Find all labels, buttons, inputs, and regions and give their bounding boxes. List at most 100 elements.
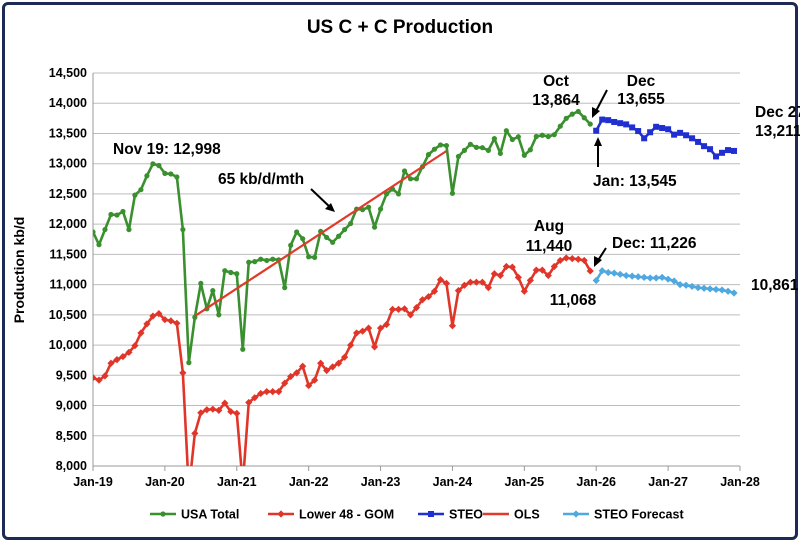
point-steo-forecast <box>616 270 624 278</box>
point-steo-forecast <box>694 284 702 292</box>
legend-marker <box>277 510 285 518</box>
series-ols <box>194 150 448 317</box>
point-usa-total <box>527 147 533 153</box>
line-lower-48-gom <box>93 256 592 466</box>
point-steo <box>671 131 678 138</box>
point-steo <box>719 149 726 156</box>
point-steo-forecast <box>604 268 612 277</box>
annotations: Nov 19: 12,998 65 kb/d/mth Oct 13,864 De… <box>113 73 800 309</box>
point-usa-total <box>150 161 156 167</box>
point-steo-forecast <box>664 275 672 283</box>
annotation-oct-value: 13,864 <box>532 92 580 109</box>
point-lower-48-gom <box>143 320 151 328</box>
point-lower-48-gom <box>370 343 379 351</box>
point-lower-48-gom <box>550 262 558 271</box>
annotation-ols: 65 kb/d/mth <box>218 171 304 188</box>
legend: USA Total Lower 48 - GOM STEO OLS STEO Forec… <box>150 508 684 522</box>
point-steo-forecast <box>634 273 642 281</box>
annotation-dec-month: Dec <box>627 73 656 90</box>
point-lower-48-gom <box>406 311 415 319</box>
point-usa-total <box>138 187 144 193</box>
chart-title: US C + C Production <box>307 17 493 38</box>
point-lower-48-gom <box>454 287 463 295</box>
annotation-aug-month: Aug <box>534 218 564 235</box>
legend-item-lower-48-gom: Lower 48 - GOM <box>268 508 394 522</box>
point-usa-total <box>407 176 414 182</box>
point-usa-total <box>240 346 246 352</box>
point-usa-total <box>258 256 264 262</box>
point-usa-total <box>324 234 330 241</box>
point-lower-48-gom <box>197 409 205 417</box>
point-usa-total <box>365 204 372 210</box>
point-lower-48-gom <box>93 374 97 382</box>
point-steo-forecast <box>688 282 696 291</box>
point-lower-48-gom <box>203 406 211 414</box>
point-steo <box>623 121 630 128</box>
point-lower-48-gom <box>490 270 498 278</box>
point-steo <box>629 124 636 131</box>
legend-marker <box>572 510 580 518</box>
point-lower-48-gom <box>233 409 241 417</box>
x-tick-label: Jan-25 <box>505 475 545 489</box>
point-usa-total <box>533 133 539 140</box>
point-lower-48-gom <box>388 305 397 314</box>
point-lower-48-gom <box>161 316 169 324</box>
point-usa-total <box>336 233 342 239</box>
y-tick-label: 10,500 <box>49 308 87 322</box>
legend-item-ols: OLS <box>483 508 540 522</box>
point-lower-48-gom <box>496 271 504 280</box>
point-usa-total <box>210 288 216 294</box>
point-lower-48-gom <box>376 324 385 332</box>
point-lower-48-gom <box>556 256 564 265</box>
legend-label: OLS <box>514 508 540 522</box>
point-lower-48-gom <box>101 372 109 380</box>
annotation-dec27-value: 13,211 <box>755 123 800 140</box>
point-usa-total <box>102 226 108 233</box>
point-lower-48-gom <box>526 276 534 284</box>
point-usa-total <box>234 271 240 277</box>
point-steo-forecast <box>712 285 720 294</box>
point-steo <box>683 132 690 139</box>
point-lower-48-gom <box>137 329 145 337</box>
point-steo-forecast <box>610 269 618 277</box>
point-lower-48-gom <box>580 256 588 265</box>
legend-marker <box>160 511 166 517</box>
point-usa-total <box>467 141 474 147</box>
point-usa-total <box>93 229 96 235</box>
point-usa-total <box>545 133 551 140</box>
point-usa-total <box>348 220 354 227</box>
point-usa-total <box>246 259 252 265</box>
point-steo-forecast <box>706 285 714 293</box>
point-lower-48-gom <box>293 369 301 377</box>
point-lower-48-gom <box>167 317 175 325</box>
point-lower-48-gom <box>538 266 546 274</box>
y-axis-ticks: 8,000 8,500 9,000 9,500 10,000 10,500 11,000 11… <box>49 66 87 473</box>
point-steo <box>725 147 732 154</box>
point-lower-48-gom <box>305 381 313 390</box>
point-lower-48-gom <box>418 296 427 304</box>
y-tick-label: 12,500 <box>49 187 87 201</box>
legend-label: STEO <box>449 508 483 522</box>
point-steo-forecast <box>628 272 636 280</box>
point-lower-48-gom <box>478 278 486 286</box>
point-steo <box>731 147 738 154</box>
point-lower-48-gom <box>347 341 355 349</box>
legend-item-usa-total: USA Total <box>150 508 239 522</box>
point-lower-48-gom <box>179 369 187 377</box>
legend-label: Lower 48 - GOM <box>299 508 394 522</box>
point-usa-total <box>479 145 485 151</box>
point-lower-48-gom <box>149 312 157 320</box>
point-usa-total <box>294 229 300 235</box>
point-usa-total <box>132 192 138 198</box>
point-steo <box>635 128 642 135</box>
annotation-jan: Jan: 13,545 <box>593 173 677 190</box>
point-lower-48-gom <box>364 324 373 332</box>
point-usa-total <box>330 239 336 245</box>
point-usa-total <box>449 190 456 196</box>
point-steo-forecast <box>670 277 678 285</box>
point-usa-total <box>557 123 563 129</box>
point-usa-total <box>186 360 192 366</box>
point-lower-48-gom <box>299 362 307 370</box>
